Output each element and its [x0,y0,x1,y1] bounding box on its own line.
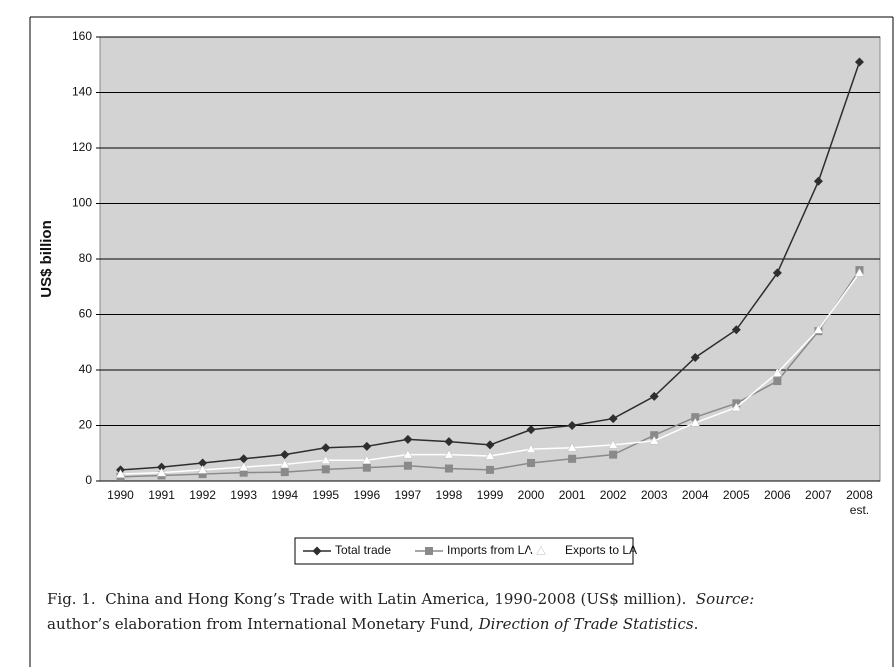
marker [526,425,536,435]
marker [527,458,536,467]
marker [649,391,659,401]
marker [649,435,660,445]
legend-marker [536,545,546,555]
marker [198,458,208,468]
marker [854,267,865,277]
marker [485,440,495,450]
caption-source: author’s elaboration from International … [47,615,474,633]
x-tick-label: 1998 [435,488,463,502]
marker [362,463,371,472]
marker [280,450,290,460]
marker [813,324,824,334]
legend-label: Total trade [335,543,391,557]
y-tick-label: 80 [79,251,93,265]
marker [773,377,782,386]
y-tick-label: 60 [79,307,93,321]
legend-marker [425,547,433,555]
x-tick-label: 1999 [476,488,504,502]
marker [731,325,741,335]
marker [198,470,207,479]
caption: Fig. 1. China and Hong Kong’s Trade with… [47,590,754,608]
marker [567,442,578,452]
x-tick-label: 2003 [640,488,668,502]
marker [486,465,494,474]
x-tick-label: 2000 [517,488,545,502]
marker [731,402,742,412]
marker [321,465,330,474]
x-tick-label: 2008 est. [846,488,873,517]
legend-label: Exports to LA [565,543,637,557]
marker [691,413,700,422]
marker [690,353,700,363]
marker [772,268,782,278]
marker [402,449,413,459]
x-tick-label: 2005 [722,488,750,502]
marker [321,443,331,453]
marker [239,454,249,464]
x-tick-label: 1993 [230,488,257,502]
x-tick-label: 1992 [189,488,216,502]
x-tick-label: 2007 [805,488,832,502]
marker [444,437,454,447]
caption: author’s elaboration from International … [47,615,698,633]
y-tick-label: 40 [79,362,93,376]
y-tick-label: 160 [72,29,92,43]
marker [444,449,454,459]
marker [813,176,823,186]
marker [526,444,536,453]
x-tick-label: 2001 [558,488,586,502]
marker [608,439,619,449]
caption-text: Fig. 1. China and Hong Kong’s Trade with… [47,590,687,608]
marker [609,450,618,459]
marker [280,468,289,477]
x-tick-label: 1997 [394,488,422,502]
x-tick-label: 2006 [763,488,791,502]
marker [403,461,412,470]
legend [294,537,634,565]
marker [157,462,167,472]
marker [156,467,167,477]
caption-source-title: Direction of Trade Statistics [478,615,694,633]
y-tick-label: 20 [79,418,93,432]
marker [608,414,618,424]
y-tick-label: 120 [72,140,92,154]
marker [361,455,372,464]
y-tick-label: 100 [72,196,92,210]
marker [485,451,495,460]
caption-end: . [693,615,699,633]
marker [239,468,248,477]
marker [362,441,372,451]
marker [279,459,290,469]
legend-marker [312,546,322,556]
x-tick-label: 1995 [312,488,340,502]
marker [854,57,864,67]
marker [772,367,783,377]
x-tick-label: 1991 [148,488,175,502]
y-tick-label: 0 [85,473,92,487]
marker [690,417,701,427]
marker [197,464,208,474]
marker [650,431,659,440]
legend-label: Imports from LA [447,543,532,557]
marker [320,455,331,464]
marker [567,421,577,430]
caption-source-label: Source: [695,590,755,608]
x-tick-label: 2004 [681,488,709,502]
marker [238,462,249,471]
marker [115,469,126,478]
x-tick-label: 2002 [599,488,627,502]
y-axis-label: US$ billion [38,220,55,298]
x-tick-label: 1994 [271,488,299,502]
x-tick-label: 1996 [353,488,381,502]
marker [568,454,577,463]
marker [403,434,413,444]
y-tick-label: 140 [72,85,92,99]
marker [444,464,453,473]
x-tick-label: 1990 [107,488,134,502]
